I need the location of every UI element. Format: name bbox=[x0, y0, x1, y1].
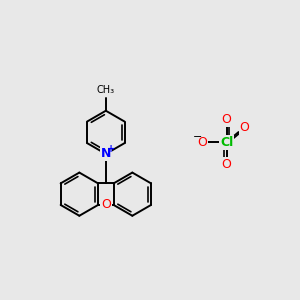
Text: N: N bbox=[100, 147, 111, 161]
Text: O: O bbox=[101, 199, 111, 212]
Text: Cl: Cl bbox=[220, 136, 233, 148]
Text: O: O bbox=[197, 136, 207, 148]
Text: −: − bbox=[192, 132, 202, 142]
Text: O: O bbox=[222, 113, 232, 126]
Text: +: + bbox=[107, 144, 115, 154]
Text: CH₃: CH₃ bbox=[97, 85, 115, 95]
Text: O: O bbox=[222, 158, 232, 171]
Text: O: O bbox=[240, 121, 250, 134]
